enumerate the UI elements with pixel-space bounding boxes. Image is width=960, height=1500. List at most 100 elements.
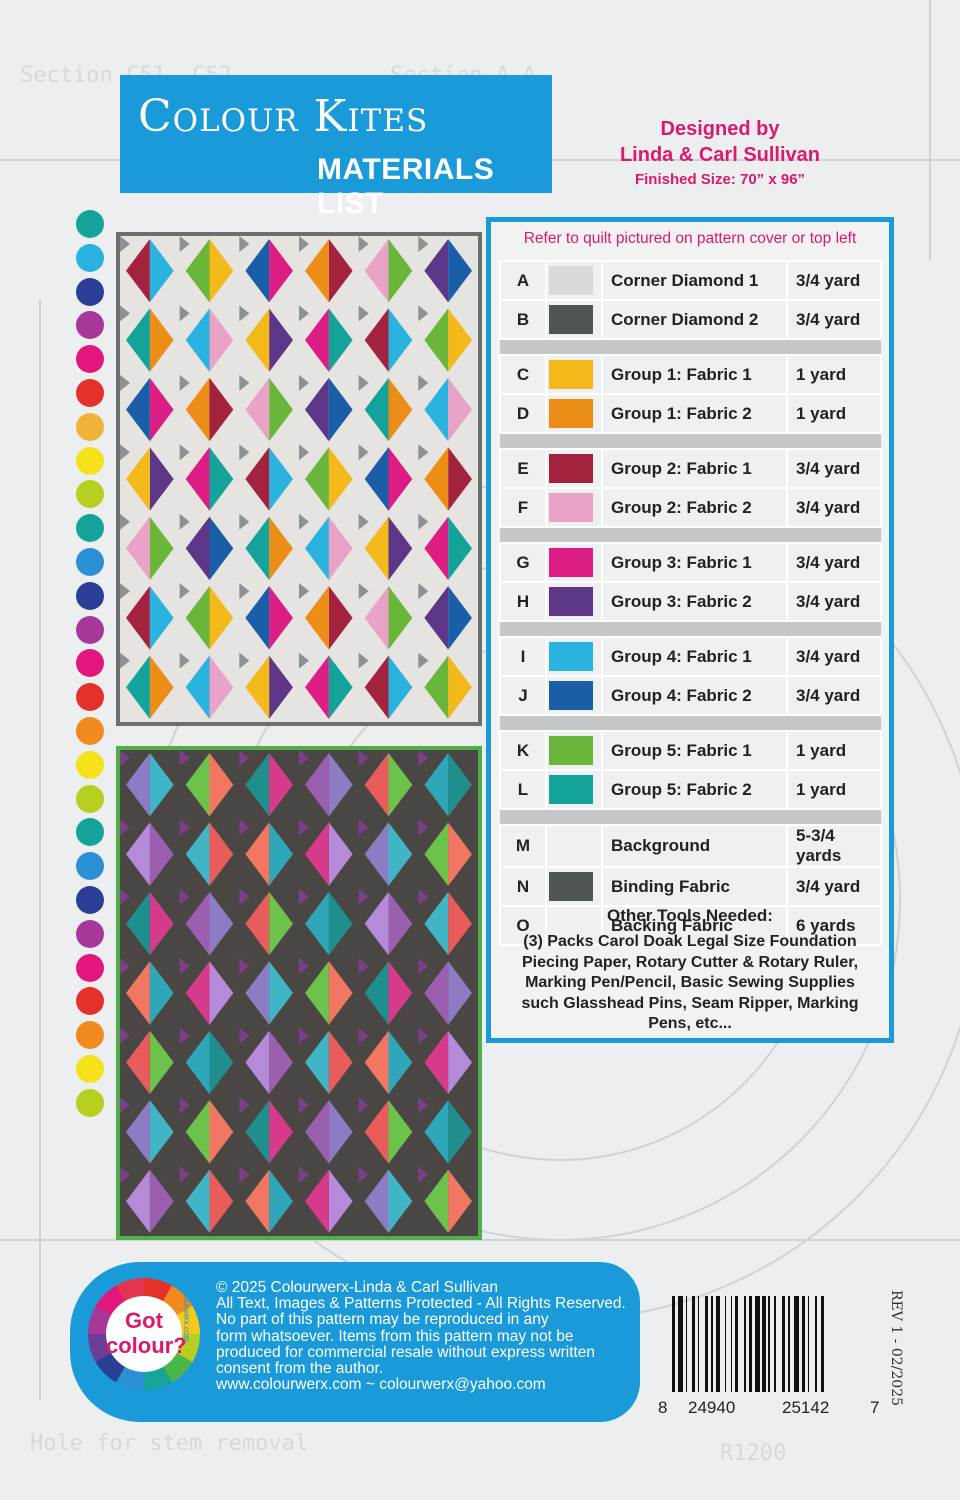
quilt-kite-piece	[126, 239, 150, 303]
material-letter: B	[499, 299, 547, 340]
color-dot	[76, 1021, 104, 1050]
table-separator	[500, 433, 881, 449]
quilt-corner-piece	[299, 305, 309, 322]
quilt-kite-piece	[209, 516, 234, 581]
quilt-corner-piece	[299, 652, 309, 669]
quilt-kite-piece	[269, 753, 293, 817]
material-quantity: 1 yard	[786, 730, 882, 771]
quilt-kite-piece	[424, 516, 449, 581]
quilt-kite-piece	[388, 377, 413, 442]
quilt-corner-piece	[120, 652, 130, 669]
quilt-kite-piece	[364, 1169, 389, 1233]
quilt-kite-piece	[328, 308, 353, 372]
quilt-corner-piece	[358, 819, 369, 836]
material-letter: I	[499, 636, 547, 677]
material-name: Group 5: Fabric 2	[601, 769, 788, 810]
quilt-kite-piece	[185, 1169, 210, 1233]
quilt-kite-piece	[305, 891, 329, 956]
quilt-kite-piece	[245, 308, 270, 372]
designer-credit: Designed by Linda & Carl Sullivan Finish…	[580, 116, 860, 192]
quilt-kite-piece	[328, 377, 353, 442]
copyright-line: © 2025 Colourwerx-Linda & Carl Sullivan	[216, 1279, 498, 1296]
quilt-corner-piece	[120, 750, 130, 766]
quilt-kite-piece	[185, 822, 210, 886]
quilt-kite-piece	[126, 377, 150, 442]
quilt-kite-piece	[269, 447, 293, 511]
color-dot	[76, 1088, 104, 1117]
barcode-bar	[754, 1296, 760, 1392]
color-dot	[76, 987, 104, 1016]
quilt-kite-piece	[149, 308, 174, 372]
quilt-kite-piece	[126, 1169, 150, 1233]
fabric-swatch	[545, 824, 603, 868]
color-dot	[76, 277, 104, 306]
quilt-corner-piece	[120, 374, 130, 391]
quilt-kite-piece	[245, 891, 270, 956]
quilt-kite-piece	[126, 447, 150, 511]
quilt-kite-piece	[448, 753, 472, 817]
material-row: F Group 2: Fabric 2 3/4 yard	[499, 487, 882, 528]
quilt-kite-piece	[209, 1030, 234, 1095]
material-row: G Group 3: Fabric 1 3/4 yard	[499, 542, 882, 583]
quilt-kite-piece	[209, 655, 234, 719]
fabric-swatch	[545, 636, 603, 677]
barcode-digit-2: 7	[870, 1398, 880, 1417]
quilt-kite-piece	[269, 1030, 293, 1095]
barcode-bar	[691, 1296, 695, 1392]
table-separator	[500, 527, 881, 543]
table-separator	[500, 621, 881, 637]
material-name: Binding Fabric	[601, 866, 788, 907]
quilt-corner-piece	[299, 236, 309, 252]
material-quantity: 1 yard	[786, 354, 882, 395]
quilt-kite-piece	[328, 822, 353, 886]
quilt-kite-piece	[328, 239, 353, 303]
quilt-kite-piece	[126, 516, 150, 581]
quilt-kite-piece	[364, 308, 389, 372]
quilt-corner-piece	[418, 888, 429, 905]
barcode-bars	[672, 1296, 868, 1392]
quilt-kite-piece	[126, 961, 150, 1025]
quilt-kite-piece	[245, 961, 270, 1025]
quilt-kite-piece	[388, 1030, 413, 1095]
material-letter: C	[499, 354, 547, 395]
quilt-kite-piece	[388, 961, 413, 1025]
quilt-kite-piece	[424, 447, 449, 511]
barcode-bar	[711, 1296, 713, 1392]
quilt-kite-piece	[209, 1169, 234, 1233]
table-separator	[500, 809, 881, 825]
quilt-kite-piece	[305, 447, 329, 511]
quilt-corner-piece	[299, 750, 309, 766]
quilt-kite-piece	[269, 822, 293, 886]
quilt-kite-piece	[126, 655, 150, 719]
material-name: Corner Diamond 1	[601, 260, 788, 301]
quilt-kite-piece	[209, 308, 234, 372]
quilt-kite-piece	[209, 586, 234, 650]
material-quantity: 1 yard	[786, 769, 882, 810]
table-separator	[500, 339, 881, 355]
revision-label: REV 1 - 02/2025	[888, 1290, 904, 1407]
quilt-corner-piece	[358, 750, 369, 766]
quilt-corner-piece	[120, 958, 130, 975]
quilt-corner-piece	[120, 1166, 130, 1183]
contact-links[interactable]: www.colourwerx.com ~ colourwerx@yahoo.co…	[216, 1376, 546, 1394]
barcode-bar	[794, 1296, 799, 1392]
quilt-kite-piece	[424, 961, 449, 1025]
material-quantity: 3/4 yard	[786, 299, 882, 340]
quilt-kite-piece	[424, 586, 449, 650]
material-name: Group 2: Fabric 2	[601, 487, 788, 528]
quilt-corner-piece	[358, 652, 369, 669]
quilt-kite-piece	[328, 1030, 353, 1095]
quilt-kite-piece	[305, 961, 329, 1025]
quilt-corner-piece	[179, 958, 190, 975]
quilt-corner-piece	[418, 819, 429, 836]
quilt-kite-piece	[209, 961, 234, 1025]
quilt-corner-piece	[179, 444, 190, 461]
quilt-corner-piece	[179, 888, 190, 905]
fabric-swatch	[545, 299, 603, 340]
quilt-kite-piece	[328, 586, 353, 650]
material-letter: L	[499, 769, 547, 810]
quilt-kite-piece	[305, 239, 329, 303]
quilt-corner-piece	[358, 374, 369, 391]
barcode-bar	[705, 1296, 709, 1392]
quilt-kite-piece	[269, 377, 293, 442]
